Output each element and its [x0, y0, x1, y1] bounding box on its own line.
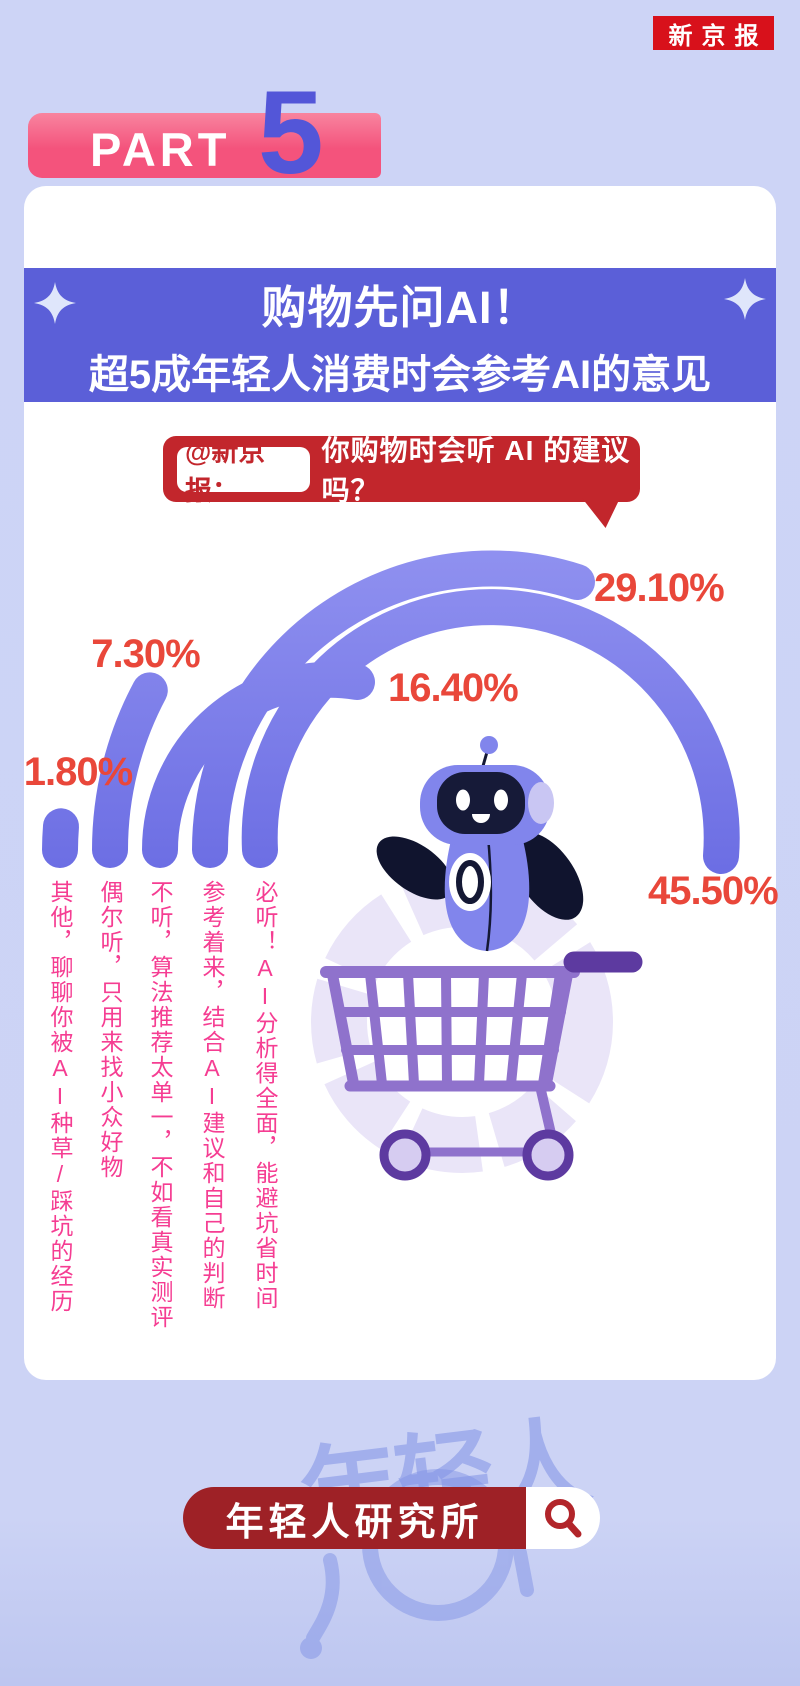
- question-bubble: @新京报： 你购物时会听 AI 的建议吗？: [163, 435, 640, 506]
- search-icon: [526, 1487, 600, 1549]
- value-label-1-80: 1.80%: [23, 750, 133, 794]
- category-label-sometimes: 偶尔听，只用来找小众好物: [97, 880, 123, 1180]
- question-text: 你购物时会听 AI 的建议吗？: [321, 435, 631, 506]
- masthead-logo: 新京报: [653, 16, 774, 50]
- banner-title-line2: 超5成年轻人消费时会参考AI的意见: [88, 352, 712, 397]
- category-label-must: 必听！AI分析得全面，能避坑省时间: [252, 880, 278, 1311]
- sparkle-icon: [34, 282, 76, 324]
- banner-title-line1: 购物先问AI！: [261, 281, 539, 333]
- content-card: 购物先问AI！ 超5成年轻人消费时会参考AI的意见: [24, 186, 776, 1380]
- value-label-29-10: 29.10%: [594, 566, 725, 610]
- title-banner: 购物先问AI！ 超5成年轻人消费时会参考AI的意见: [24, 268, 776, 402]
- part-header: PART: [28, 113, 381, 178]
- value-label-45-50: 45.50%: [648, 869, 779, 913]
- footer-badge-label: 年轻人研究所: [225, 1501, 484, 1544]
- footer-badge: 年轻人研究所: [183, 1487, 600, 1549]
- sparkle-icon: [724, 278, 766, 320]
- category-label-no: 不听，算法推荐太单一，不如看真实测评: [147, 880, 173, 1330]
- category-label-other: 其他，聊聊你被AI种草/踩坑的经历: [47, 880, 73, 1314]
- footer-badge-label-wrap: 年轻人研究所: [183, 1487, 526, 1549]
- part-label: PART: [90, 123, 231, 176]
- question-source-tag: @新京报：: [177, 437, 310, 506]
- category-label-reference: 参考着来，结合AI建议和自己的判断: [199, 880, 225, 1311]
- value-label-7-30: 7.30%: [91, 632, 200, 676]
- part-number: 5: [258, 67, 324, 199]
- value-label-16-40: 16.40%: [388, 666, 519, 710]
